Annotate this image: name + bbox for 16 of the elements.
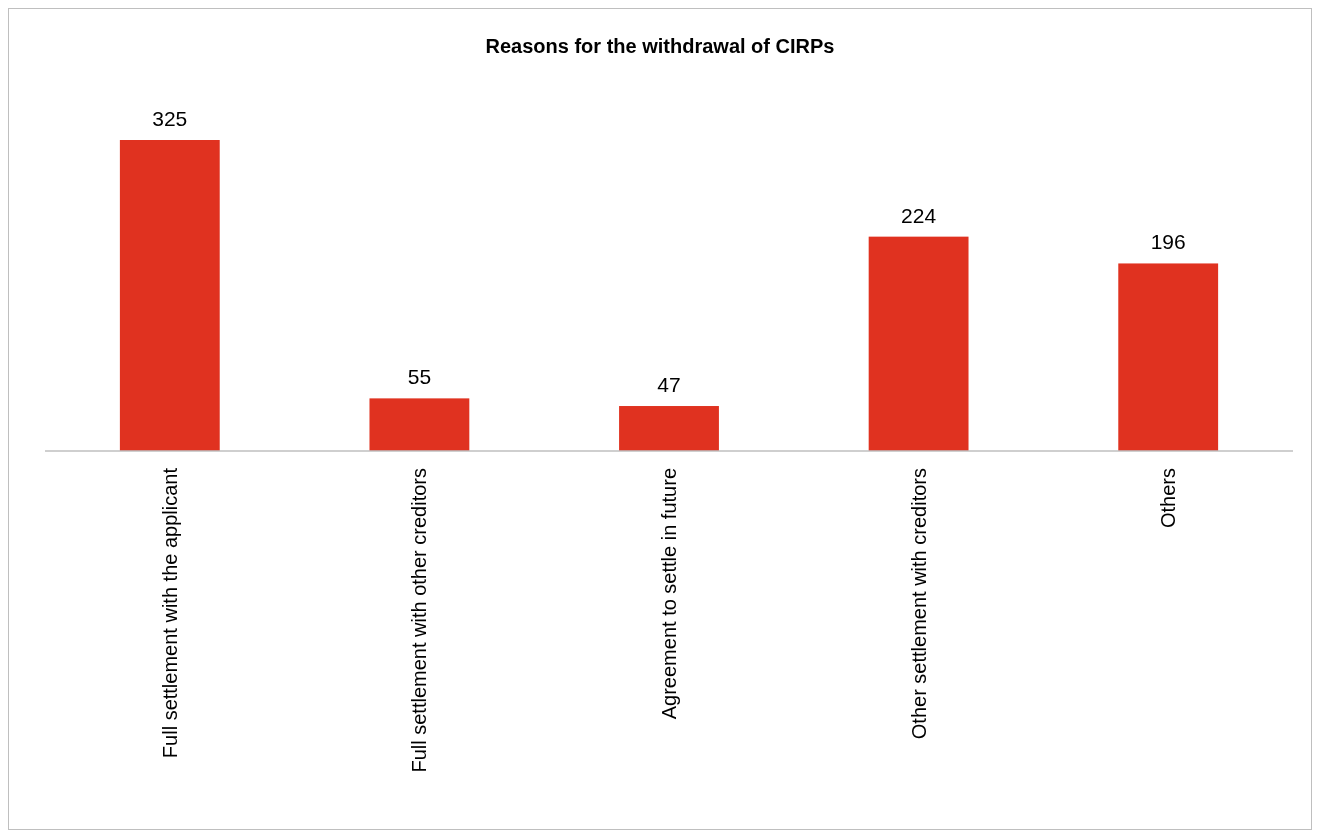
data-label: 325 [152,107,188,130]
data-label: 47 [657,373,681,397]
data-label: 224 [901,203,937,227]
x-tick-label: Others [1157,468,1180,529]
bar [369,398,470,451]
bar [119,140,220,451]
x-tick-label: Full settlement with the applicant [158,467,181,759]
x-tick-label: Other settlement with creditors [907,468,930,740]
x-tick-label: Full settlement with other creditors [408,468,431,773]
data-label: 196 [1150,230,1186,254]
bar [619,406,719,451]
bar [868,236,969,451]
bar [1118,263,1219,451]
chart-title: Reasons for the withdrawal of CIRPs [485,35,835,57]
data-label: 55 [407,365,432,389]
x-tick-label: Agreement to settle in future [658,468,680,720]
